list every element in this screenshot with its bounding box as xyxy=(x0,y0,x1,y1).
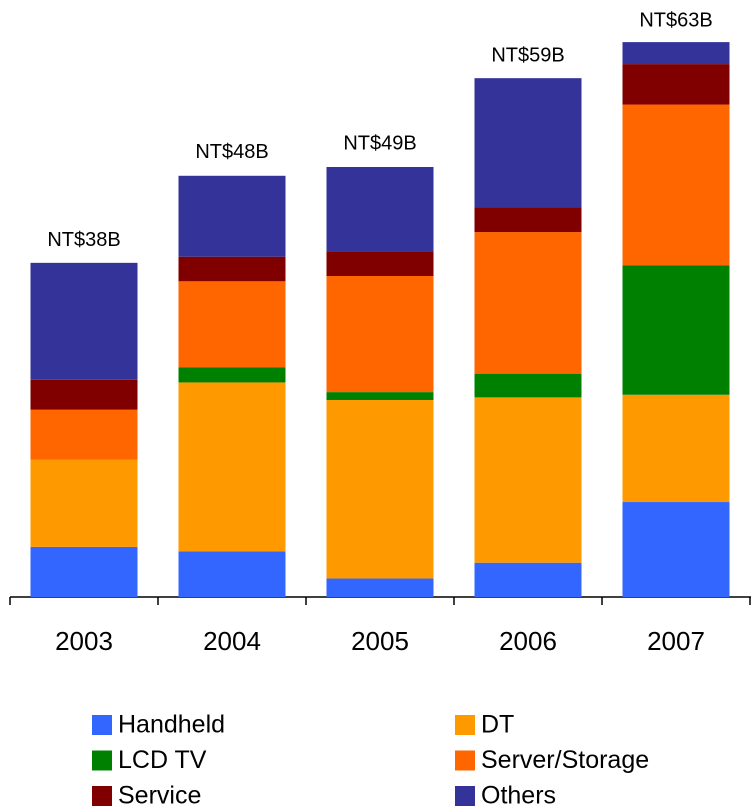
bar-segment xyxy=(178,256,286,282)
bar-segment xyxy=(30,409,138,460)
total-label: NT$48B xyxy=(195,141,268,163)
bar-segment xyxy=(326,276,434,393)
x-tick-label: 2004 xyxy=(203,626,261,656)
bar-segment xyxy=(622,502,730,597)
legend-swatch xyxy=(92,715,112,735)
bar-segment xyxy=(178,551,286,597)
bar-segment xyxy=(178,281,286,368)
bar-segment xyxy=(326,166,434,252)
legend-swatch xyxy=(92,786,112,806)
legend-label: Server/Storage xyxy=(481,746,649,774)
x-tick-label: 2005 xyxy=(351,626,409,656)
bar-segment xyxy=(474,373,582,398)
legend-swatch xyxy=(455,715,475,735)
bar-segment xyxy=(326,251,434,277)
bar-segment xyxy=(622,42,730,65)
legend-swatch xyxy=(92,750,112,771)
bar-segment xyxy=(326,392,434,401)
bar-segment xyxy=(178,382,286,552)
bar-segment xyxy=(30,379,138,410)
bar-segment xyxy=(474,207,582,233)
legend-label: Others xyxy=(481,782,556,810)
total-label: NT$63B xyxy=(639,9,712,31)
legend-label: DT xyxy=(481,711,514,739)
bar-segment xyxy=(474,397,582,563)
legend-label: LCD TV xyxy=(118,746,207,774)
bar-segment xyxy=(178,367,286,383)
bar-segment xyxy=(622,265,730,395)
total-label: NT$59B xyxy=(491,44,564,66)
legend-label: Handheld xyxy=(118,711,225,739)
total-label: NT$38B xyxy=(47,229,120,251)
x-tick-label: 2006 xyxy=(499,626,557,656)
bar-segment xyxy=(622,64,730,105)
bar-segment xyxy=(30,459,138,547)
bar-segment xyxy=(622,394,730,503)
bar-segment xyxy=(474,232,582,374)
bar-segment xyxy=(474,78,582,208)
legend-swatch xyxy=(455,786,475,806)
bar-segment xyxy=(474,562,582,597)
legend-label: Service xyxy=(118,782,201,810)
bar-segment xyxy=(30,546,138,597)
bar-segment xyxy=(326,400,434,579)
x-tick-label: 2003 xyxy=(55,626,113,656)
total-label: NT$49B xyxy=(343,132,416,154)
bar-segment xyxy=(178,175,286,257)
legend-swatch xyxy=(455,750,475,771)
bar-segment xyxy=(30,262,138,380)
bar-segment xyxy=(326,578,434,597)
x-tick-label: 2007 xyxy=(647,626,705,656)
bar-segment xyxy=(622,104,730,266)
